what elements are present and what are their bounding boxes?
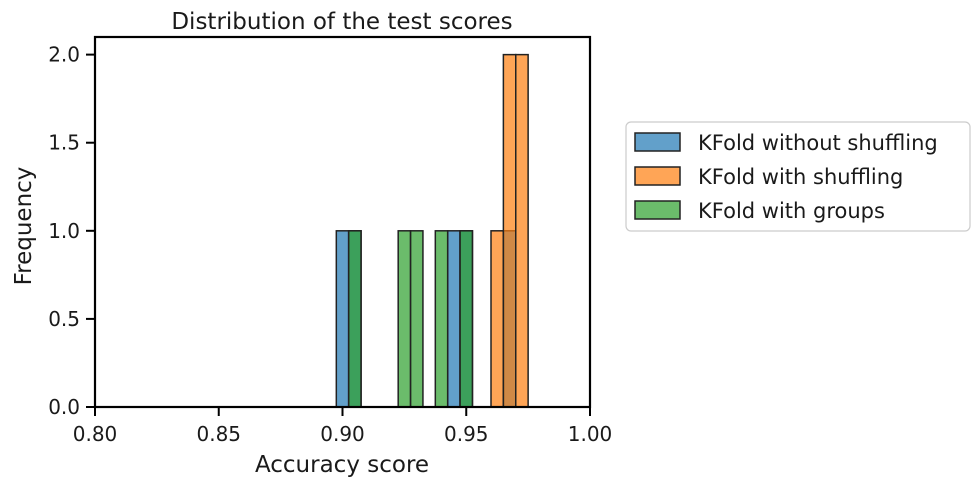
- bar-series-1-bin-1: [502, 53, 517, 408]
- bar-series-2-bin-0: [347, 230, 362, 408]
- legend-label: KFold without shuffling: [698, 131, 938, 155]
- legend-label: KFold with groups: [698, 199, 885, 223]
- bar-series-0-bin-0: [335, 230, 350, 408]
- y-tick-label: 1.5: [48, 131, 80, 155]
- x-tick-label: 1.00: [568, 422, 613, 446]
- bars-layer: [335, 53, 529, 408]
- y-tick-label: 1.0: [48, 219, 80, 243]
- legend-swatch: [634, 166, 681, 186]
- legend-swatch: [634, 132, 681, 152]
- bar-series-2-bin-3: [434, 230, 449, 408]
- legend-label: KFold with shuffling: [698, 165, 903, 189]
- chart-title: Distribution of the test scores: [171, 9, 512, 35]
- legend: KFold without shuffling KFold with shuffl…: [625, 121, 971, 232]
- x-axis-label: Accuracy score: [255, 452, 429, 478]
- x-tick-label: 0.85: [196, 422, 241, 446]
- bar-series-1-bin-2: [515, 53, 529, 408]
- bar-series-2-bin-4: [459, 230, 474, 408]
- legend-swatch: [634, 200, 681, 220]
- y-tick-label: 0.0: [48, 395, 80, 419]
- x-tick-label: 0.80: [73, 422, 118, 446]
- axes-layer: 0.80 0.85 0.90 0.95 1.00 0.0 0.5 1.0 1.5 2.0: [48, 35, 613, 446]
- bar-series-1-bin-0: [490, 230, 505, 408]
- x-tick-label: 0.95: [444, 422, 489, 446]
- y-axis-label: Frequency: [11, 167, 37, 286]
- legend-frame: [625, 121, 971, 232]
- y-tick-label: 2.0: [48, 43, 80, 67]
- y-tick-label: 0.5: [48, 307, 80, 331]
- bar-series-2-bin-2: [409, 230, 424, 408]
- bar-series-2-bin-1: [397, 230, 412, 408]
- bar-series-0-bin-2: [446, 230, 461, 408]
- x-tick-label: 0.90: [320, 422, 365, 446]
